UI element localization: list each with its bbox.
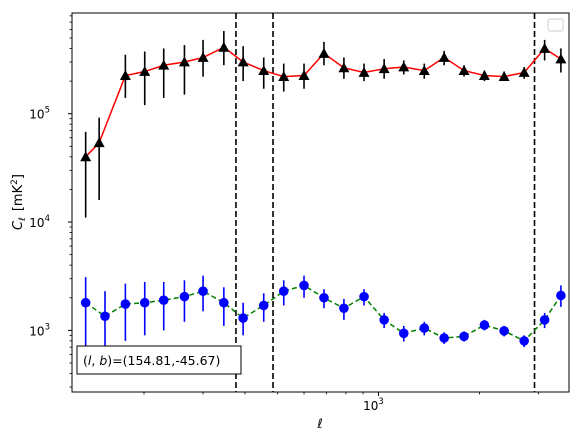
series-0-marker-15 xyxy=(378,63,390,74)
series-0-marker-16 xyxy=(398,61,410,72)
annotation-l: l xyxy=(88,353,92,368)
x-tick-label-exp-0: 3 xyxy=(378,397,383,407)
series-0-marker-19 xyxy=(458,65,470,75)
y-axis-label-unit-sup: 2 xyxy=(10,179,20,185)
y-tick-label-exp-1: 4 xyxy=(45,214,50,224)
y-axis-label-sub: ℓ xyxy=(18,217,28,222)
y-tick-label-exp-2: 5 xyxy=(45,106,50,116)
series-0-marker-24 xyxy=(555,53,567,64)
legend-box xyxy=(547,18,564,32)
series-1-marker-18 xyxy=(439,333,449,343)
series-0-marker-1 xyxy=(93,137,105,148)
series-1-marker-11 xyxy=(299,280,309,291)
series-0-marker-9 xyxy=(258,65,270,75)
series-0-marker-4 xyxy=(158,59,170,70)
x-axis-label: ℓ xyxy=(316,417,322,432)
vertical-lines xyxy=(235,13,536,392)
series-1-marker-6 xyxy=(198,286,208,296)
series-1-marker-1 xyxy=(100,311,110,322)
y-tick-label-exp-0: 3 xyxy=(45,322,50,332)
series-1-marker-22 xyxy=(519,336,529,346)
series-1-marker-4 xyxy=(158,295,169,305)
series-1-marker-2 xyxy=(120,299,131,309)
series-1-marker-8 xyxy=(238,313,248,323)
series-1-marker-12 xyxy=(319,292,329,303)
series-0-marker-20 xyxy=(478,70,490,80)
series-1-marker-13 xyxy=(339,303,349,314)
series-0-marker-3 xyxy=(139,66,151,76)
series-0-marker-22 xyxy=(518,67,530,77)
series-1-marker-3 xyxy=(139,297,150,308)
series-1-marker-14 xyxy=(359,291,369,302)
annotation: (l, b)=(154.81,-45.67) xyxy=(76,345,242,375)
series-1-marker-23 xyxy=(539,315,550,325)
y-axis-label-unit-end: ] xyxy=(11,174,26,179)
series-1-marker-21 xyxy=(499,326,509,336)
series-0-marker-14 xyxy=(358,67,370,77)
series-1-marker-24 xyxy=(556,290,566,301)
series-1-marker-7 xyxy=(219,297,229,308)
series-1-marker-16 xyxy=(398,328,409,339)
series-1-marker-20 xyxy=(479,320,490,330)
series-0-marker-13 xyxy=(338,62,350,73)
annotation-prefix: ( xyxy=(83,353,88,368)
series-1-marker-0 xyxy=(80,297,91,308)
series-1-marker-15 xyxy=(379,315,389,325)
series-0-marker-2 xyxy=(119,70,131,80)
annotation-text: (l, b)=(154.81,-45.67) xyxy=(83,353,220,368)
series-0-marker-0 xyxy=(80,151,92,162)
y-axis-label-c: C xyxy=(11,220,26,230)
y-axis-label: Cℓ [mK2] xyxy=(10,174,28,230)
annotation-b: b xyxy=(99,353,107,368)
y-tick-label-base-1: 10 xyxy=(29,216,44,230)
y-tick-label-base-2: 10 xyxy=(29,108,44,122)
series-1-marker-17 xyxy=(419,323,430,333)
y-axis-label-unit: [mK xyxy=(11,184,26,211)
series-0-marker-5 xyxy=(178,56,190,67)
y-tick-label-1: 104 xyxy=(29,214,50,230)
series-0-marker-17 xyxy=(418,65,430,75)
series-0-marker-8 xyxy=(237,56,249,67)
series-1-marker-19 xyxy=(459,331,469,342)
series-0-marker-12 xyxy=(318,47,330,58)
annotation-suffix: )=(154.81,-45.67) xyxy=(107,353,220,368)
series-0-marker-6 xyxy=(197,52,209,62)
markers xyxy=(80,41,567,346)
y-tick-label-2: 105 xyxy=(29,106,50,122)
annotation-sep: , xyxy=(91,353,99,368)
plot-frame xyxy=(71,12,570,393)
series-0-marker-18 xyxy=(438,52,450,62)
series-1-marker-9 xyxy=(258,300,269,311)
series-0-marker-11 xyxy=(298,70,310,80)
series-1-marker-5 xyxy=(179,291,190,302)
series-0-marker-10 xyxy=(278,71,290,81)
series-0-marker-7 xyxy=(218,41,230,52)
series-1-marker-10 xyxy=(278,286,289,296)
series-0-marker-23 xyxy=(539,42,551,53)
y-tick-label-base-0: 10 xyxy=(29,324,44,338)
x-tick-label-base-0: 10 xyxy=(363,399,378,413)
annotation-box xyxy=(76,345,242,375)
series-0-marker-21 xyxy=(498,71,510,81)
y-tick-label-0: 103 xyxy=(29,322,50,338)
x-tick-label-0: 103 xyxy=(363,397,384,413)
